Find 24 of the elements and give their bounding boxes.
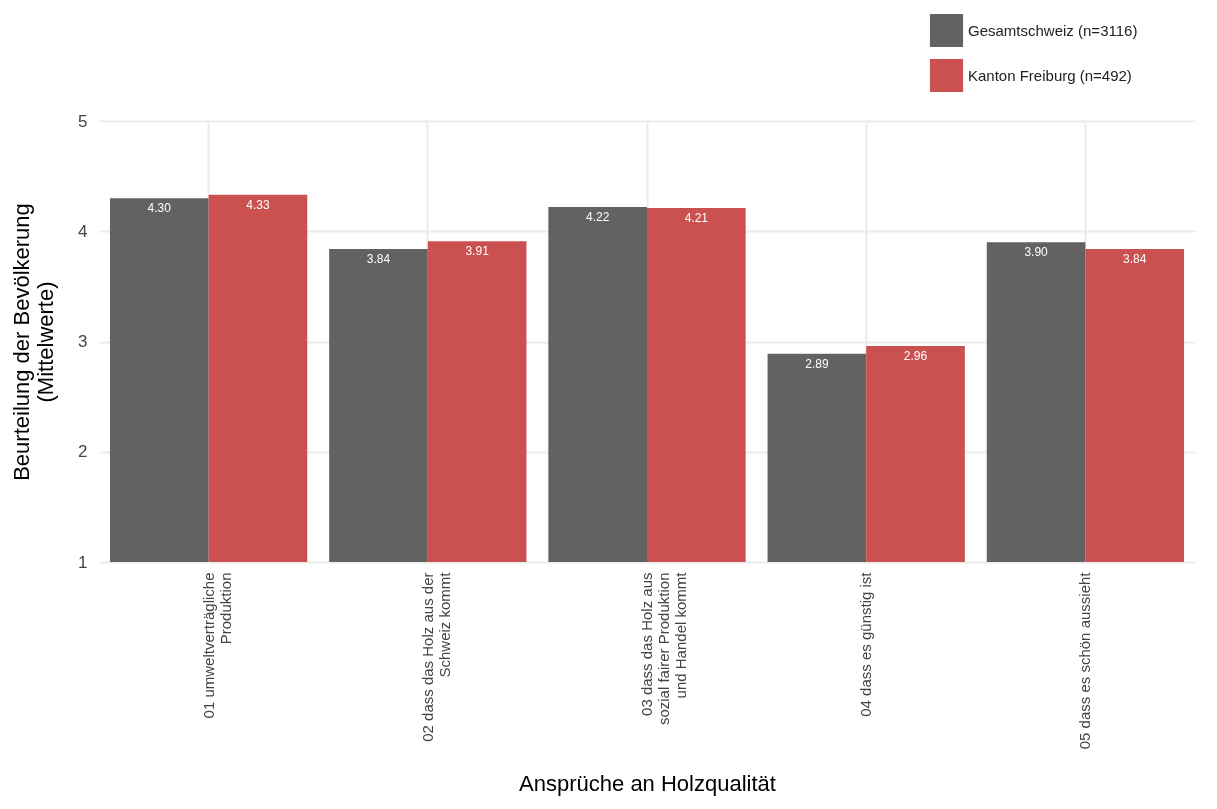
x-axis-title: Ansprüche an Holzqualität: [519, 771, 776, 797]
y-axis-title: Beurteilung der Bevölkerung (Mittelwerte): [9, 203, 59, 481]
y-tick-label: 5: [78, 111, 88, 131]
data-label: 4.33: [246, 197, 270, 212]
x-tick-label: 03 dass das Holz aus sozial fairer Produktion und Handel kommt: [638, 571, 689, 726]
y-tick-label: 1: [78, 552, 88, 572]
legend-label: Kanton Freiburg (n=492): [968, 66, 1132, 84]
x-tick-label: 04 dass es günstig ist: [857, 571, 875, 717]
x-tick-label: 05 dass es schön aussieht: [1076, 571, 1094, 750]
x-tick-label: 02 dass das Holz aus der Schweiz kommt: [418, 571, 453, 742]
data-label: 3.90: [1024, 245, 1049, 260]
data-label: 4.21: [684, 211, 709, 226]
x-tick-label: 01 umweltverträgliche Produktion: [199, 572, 234, 719]
data-label: 4.22: [586, 209, 610, 224]
data-label: 4.30: [147, 201, 172, 216]
legend-label: Gesamtschweiz (n=3116): [968, 21, 1138, 39]
data-label: 3.84: [1123, 251, 1147, 266]
y-tick-label: 4: [78, 221, 88, 241]
y-tick-label: 2: [78, 442, 88, 462]
data-label: 2.96: [903, 348, 928, 363]
data-label: 3.84: [366, 251, 391, 266]
data-label: 2.89: [805, 356, 829, 371]
data-label: 3.91: [465, 244, 490, 259]
y-tick-label: 3: [78, 332, 88, 351]
